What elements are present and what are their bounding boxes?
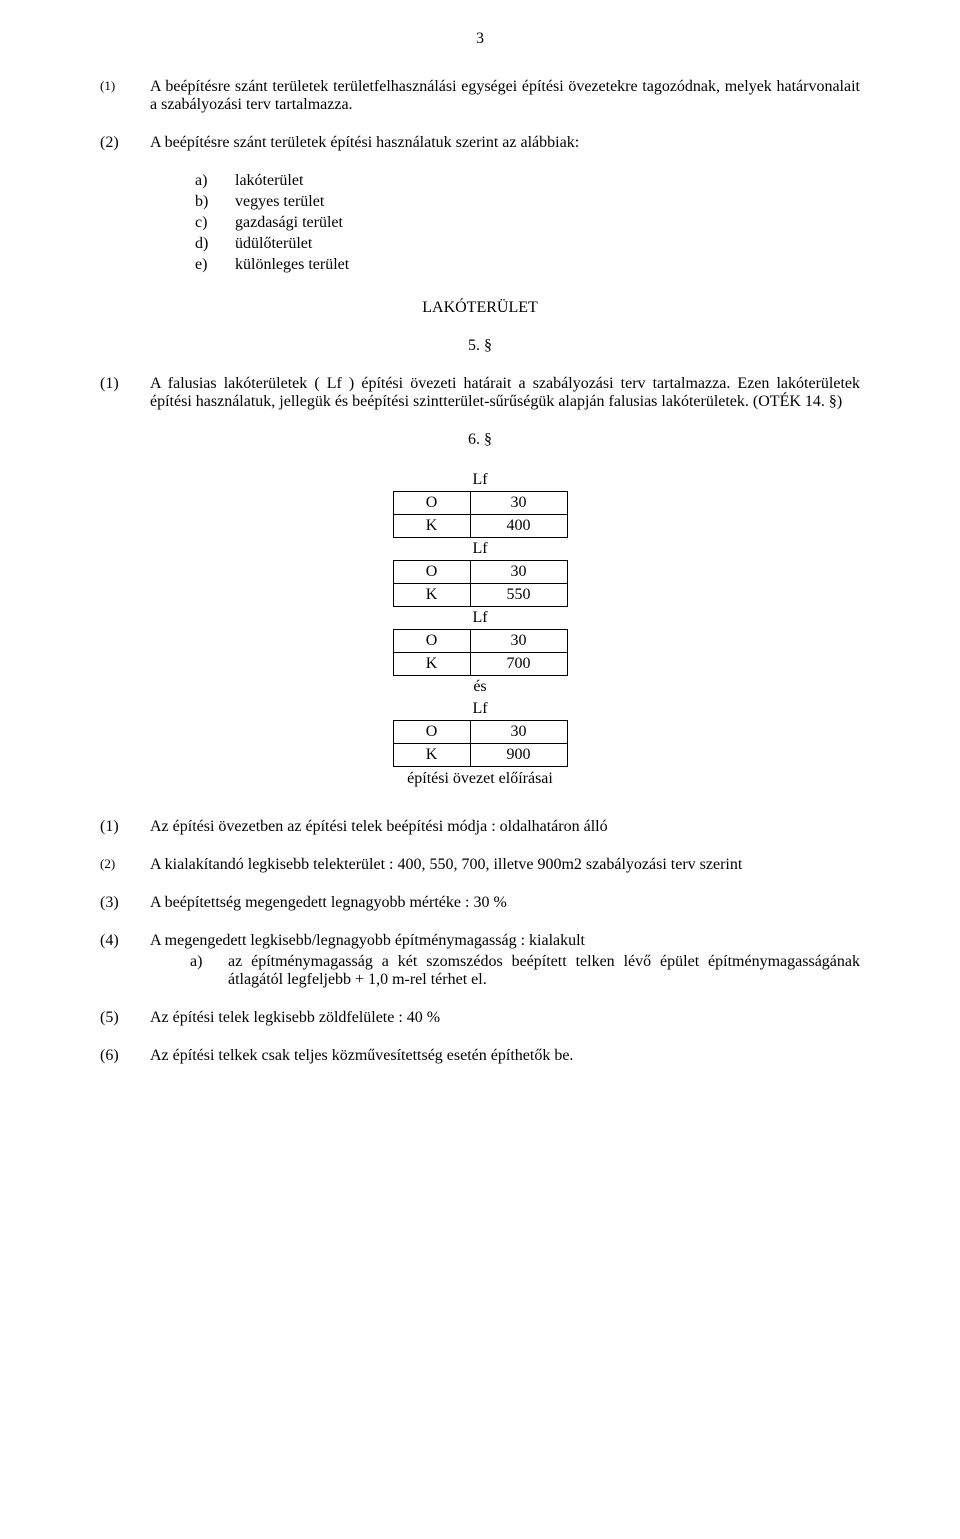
sublist-item-a: a) lakóterület bbox=[195, 172, 860, 190]
sublist-item-e: e) különleges terület bbox=[195, 256, 860, 274]
paragraph-7-text: A megengedett legkisebb/legnagyobb építm… bbox=[150, 932, 860, 950]
table-row: K 700 bbox=[393, 653, 567, 676]
paragraph-4: (1) Az építési övezetben az építési tele… bbox=[100, 818, 860, 836]
sublist-item-d: d) üdülőterület bbox=[195, 235, 860, 253]
table-row: O 30 bbox=[393, 561, 567, 584]
final-table-caption: építési övezet előírásai bbox=[407, 770, 553, 788]
table-cell: 700 bbox=[470, 653, 567, 676]
table-4-caption: Lf bbox=[472, 700, 487, 718]
paragraph-8: (5) Az építési telek legkisebb zöldfelül… bbox=[100, 1009, 860, 1027]
sublist-item-a-text: lakóterület bbox=[235, 172, 860, 190]
paragraph-9-label: (6) bbox=[100, 1047, 150, 1065]
sublist-item-c-text: gazdasági terület bbox=[235, 214, 860, 232]
paragraph-6: (3) A beépítettség megengedett legnagyob… bbox=[100, 894, 860, 912]
paragraph-5-text: A kialakítandó legkisebb telekterület : … bbox=[150, 856, 860, 874]
table-cell: K bbox=[393, 584, 470, 607]
table-row: O 30 bbox=[393, 721, 567, 744]
spacer bbox=[100, 994, 860, 1009]
table-1: O 30 K 400 bbox=[393, 491, 568, 538]
sublist-item-b-text: vegyes terület bbox=[235, 193, 860, 211]
table-row: O 30 bbox=[393, 630, 567, 653]
table-3-caption: Lf bbox=[472, 609, 487, 627]
table-cell: O bbox=[393, 492, 470, 515]
table-cell: 30 bbox=[470, 561, 567, 584]
paragraph-9: (6) Az építési telkek csak teljes közműv… bbox=[100, 1047, 860, 1065]
paragraph-3: (1) A falusias lakóterületek ( Lf ) épít… bbox=[100, 375, 860, 411]
paragraph-7-label: (4) bbox=[100, 932, 150, 989]
table-2-caption: Lf bbox=[472, 540, 487, 558]
table-row: K 900 bbox=[393, 744, 567, 767]
table-cell: 900 bbox=[470, 744, 567, 767]
between-caption-es: és bbox=[473, 678, 486, 696]
paragraph-1-text: A beépítésre szánt területek területfelh… bbox=[150, 78, 860, 114]
table-4: O 30 K 900 bbox=[393, 720, 568, 767]
paragraph-2-text: A beépítésre szánt területek építési has… bbox=[150, 134, 860, 152]
table-3: O 30 K 700 bbox=[393, 629, 568, 676]
sublist-item-c: c) gazdasági terület bbox=[195, 214, 860, 232]
sublist-item-d-label: d) bbox=[195, 235, 235, 253]
sublist-item-e-text: különleges terület bbox=[235, 256, 860, 274]
sublist-item-c-label: c) bbox=[195, 214, 235, 232]
sublist-item-b-label: b) bbox=[195, 193, 235, 211]
paragraph-2-label: (2) bbox=[100, 134, 150, 152]
table-1-caption: Lf bbox=[472, 471, 487, 489]
table-cell: K bbox=[393, 744, 470, 767]
table-row: K 400 bbox=[393, 515, 567, 538]
sublist-item-a-label: a) bbox=[195, 172, 235, 190]
sublist-item-e-label: e) bbox=[195, 256, 235, 274]
table-cell: 550 bbox=[470, 584, 567, 607]
paragraph-1-label: (1) bbox=[100, 78, 150, 114]
paragraph-7: (4) A megengedett legkisebb/legnagyobb é… bbox=[100, 932, 860, 989]
table-row: O 30 bbox=[393, 492, 567, 515]
paragraph-8-label: (5) bbox=[100, 1009, 150, 1027]
paragraph-4-label: (1) bbox=[100, 818, 150, 836]
paragraph-5: (2) A kialakítandó legkisebb telekterüle… bbox=[100, 856, 860, 874]
table-cell: O bbox=[393, 561, 470, 584]
paragraph-6-text: A beépítettség megengedett legnagyobb mé… bbox=[150, 894, 860, 912]
paragraph-7-sub-a-text: az építménymagasság a két szomszédos beé… bbox=[228, 953, 860, 989]
sublist-2: a) lakóterület b) vegyes terület c) gazd… bbox=[195, 172, 860, 274]
table-cell: K bbox=[393, 515, 470, 538]
paragraph-8-text: Az építési telek legkisebb zöldfelülete … bbox=[150, 1009, 860, 1027]
paragraph-7-sub-a-label: a) bbox=[190, 953, 228, 989]
table-cell: O bbox=[393, 721, 470, 744]
page: 3 (1) A beépítésre szánt területek terül… bbox=[0, 0, 960, 1539]
paragraph-1: (1) A beépítésre szánt területek terület… bbox=[100, 78, 860, 114]
table-row: K 550 bbox=[393, 584, 567, 607]
sublist-item-b: b) vegyes terület bbox=[195, 193, 860, 211]
section-number-5: 5. § bbox=[100, 337, 860, 355]
table-cell: 30 bbox=[470, 630, 567, 653]
sublist-item-d-text: üdülőterület bbox=[235, 235, 860, 253]
table-cell: 30 bbox=[470, 721, 567, 744]
table-cell: O bbox=[393, 630, 470, 653]
table-2: O 30 K 550 bbox=[393, 560, 568, 607]
table-cell: 30 bbox=[470, 492, 567, 515]
paragraph-5-label: (2) bbox=[100, 856, 150, 874]
page-number: 3 bbox=[100, 30, 860, 48]
paragraph-2: (2) A beépítésre szánt területek építési… bbox=[100, 134, 860, 152]
zone-tables: Lf O 30 K 400 Lf O 30 K 550 Lf bbox=[100, 469, 860, 813]
paragraph-7-body: A megengedett legkisebb/legnagyobb építm… bbox=[150, 932, 860, 989]
paragraph-6-label: (3) bbox=[100, 894, 150, 912]
table-cell: 400 bbox=[470, 515, 567, 538]
paragraph-3-text: A falusias lakóterületek ( Lf ) építési … bbox=[150, 375, 860, 411]
paragraph-9-text: Az építési telkek csak teljes közművesít… bbox=[150, 1047, 860, 1065]
section-number-6: 6. § bbox=[100, 431, 860, 449]
section-title-lakoterulet: LAKÓTERÜLET bbox=[100, 299, 860, 317]
paragraph-7-sub-a: a) az építménymagasság a két szomszédos … bbox=[190, 953, 860, 989]
paragraph-4-text: Az építési övezetben az építési telek be… bbox=[150, 818, 860, 836]
paragraph-3-label: (1) bbox=[100, 375, 150, 411]
table-cell: K bbox=[393, 653, 470, 676]
